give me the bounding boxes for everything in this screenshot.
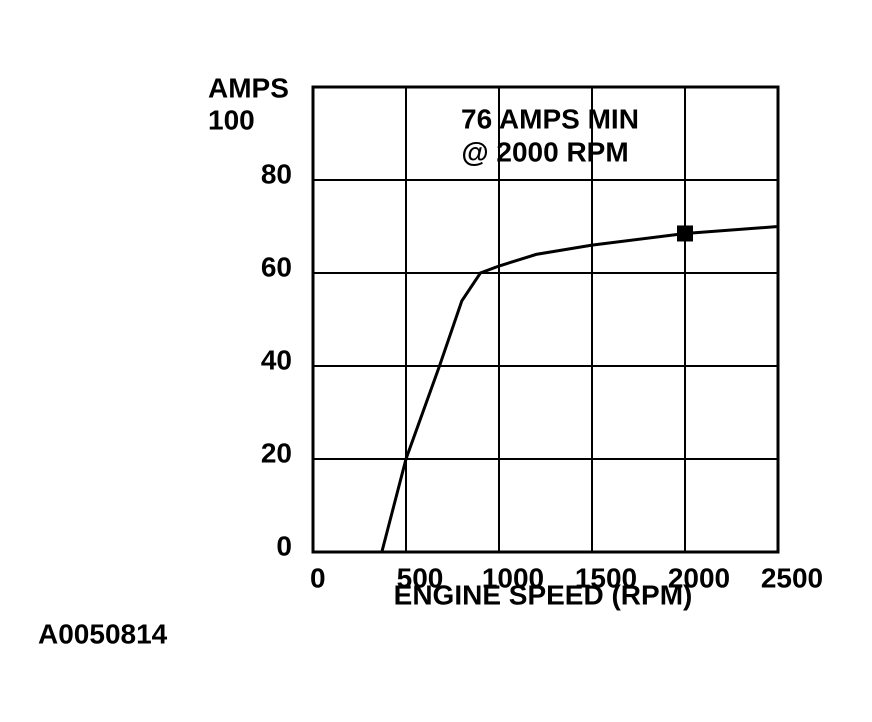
highlight-marker xyxy=(677,225,693,242)
plot-frame xyxy=(311,85,780,554)
x-tick-label: 1000 xyxy=(482,562,544,593)
y-tick-label: 80 xyxy=(261,158,292,189)
y-axis-label: AMPS xyxy=(208,72,289,103)
annotation: 76 AMPS MIN xyxy=(461,103,639,134)
x-tick-label: 0 xyxy=(310,562,326,593)
x-axis-label: ENGINE SPEED (RPM) xyxy=(394,579,693,610)
x-tick-label: 2500 xyxy=(761,562,823,593)
y-tick-label: 60 xyxy=(261,251,292,282)
y-tick-label: 40 xyxy=(261,344,292,375)
x-tick-label: 1500 xyxy=(575,562,637,593)
figure-id: A0050814 xyxy=(38,618,168,649)
y-tick-label: 20 xyxy=(261,437,292,468)
y-tick-label: 100 xyxy=(208,104,255,135)
annotation: @ 2000 RPM xyxy=(461,136,628,167)
x-tick-label: 2000 xyxy=(668,562,730,593)
x-tick-label: 500 xyxy=(397,562,444,593)
data-line xyxy=(380,225,779,553)
y-tick-label: 0 xyxy=(276,530,292,561)
